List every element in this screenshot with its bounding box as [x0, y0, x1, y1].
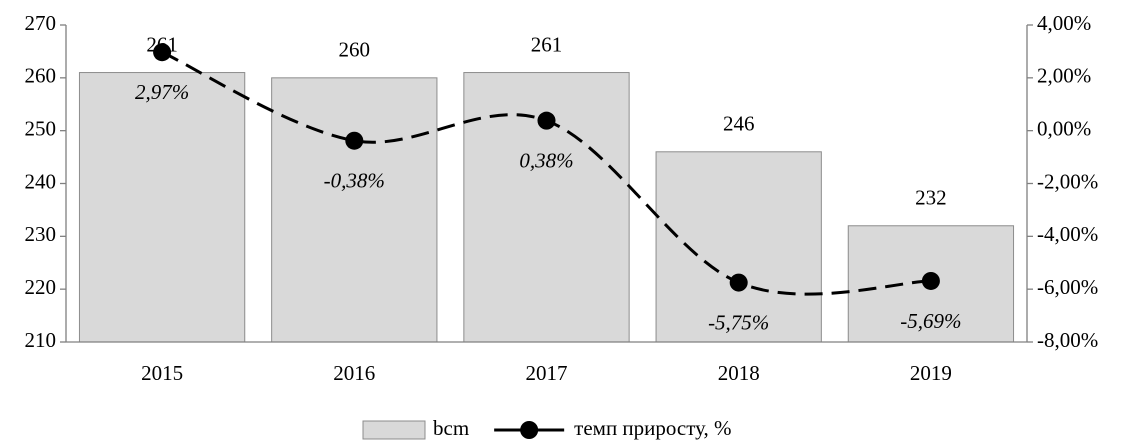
- bar-value-label: 246: [723, 112, 755, 136]
- y-tick-label: 210: [25, 328, 57, 352]
- line-value-label: -5,75%: [708, 310, 769, 334]
- y-tick-label: 260: [25, 64, 57, 88]
- x-tick-label: 2016: [333, 361, 375, 385]
- bar-value-label: 232: [915, 186, 947, 210]
- line-value-label: 2,97%: [135, 80, 189, 104]
- x-tick-label: 2018: [718, 361, 760, 385]
- x-tick-label: 2015: [141, 361, 183, 385]
- y2-tick-label: 2,00%: [1037, 64, 1091, 88]
- bar: [78, 72, 246, 343]
- y-tick-label: 240: [25, 169, 57, 193]
- bar-value-label: 261: [531, 32, 563, 56]
- y2-tick-label: -2,00%: [1037, 169, 1098, 193]
- y-tick-label: 270: [25, 11, 57, 35]
- y2-tick-label: -6,00%: [1037, 275, 1098, 299]
- line-marker: [345, 131, 364, 150]
- x-tick-label: 2017: [526, 361, 568, 385]
- bar: [655, 151, 822, 343]
- line-value-label: -5,69%: [900, 309, 961, 333]
- y2-tick-label: 4,00%: [1037, 11, 1091, 35]
- line-value-label: -0,38%: [324, 169, 385, 193]
- y-tick-label: 220: [25, 275, 57, 299]
- bar-value-label: 260: [339, 38, 371, 62]
- line-marker: [729, 273, 748, 292]
- bar: [271, 77, 438, 343]
- legend-swatch-marker: [520, 421, 539, 439]
- legend-swatch: [362, 420, 426, 440]
- line-marker: [153, 43, 172, 62]
- y-tick-label: 250: [25, 116, 57, 140]
- legend-label: темп приросту, %: [574, 416, 731, 440]
- line-marker: [537, 111, 556, 130]
- y2-tick-label: -4,00%: [1037, 222, 1098, 246]
- y-tick-label: 230: [25, 222, 57, 246]
- line-value-label: 0,38%: [519, 148, 573, 172]
- x-tick-label: 2019: [910, 361, 952, 385]
- y2-tick-label: 0,00%: [1037, 116, 1091, 140]
- line-marker: [921, 271, 940, 290]
- y2-tick-label: -8,00%: [1037, 328, 1098, 352]
- legend-label: bcm: [433, 416, 469, 440]
